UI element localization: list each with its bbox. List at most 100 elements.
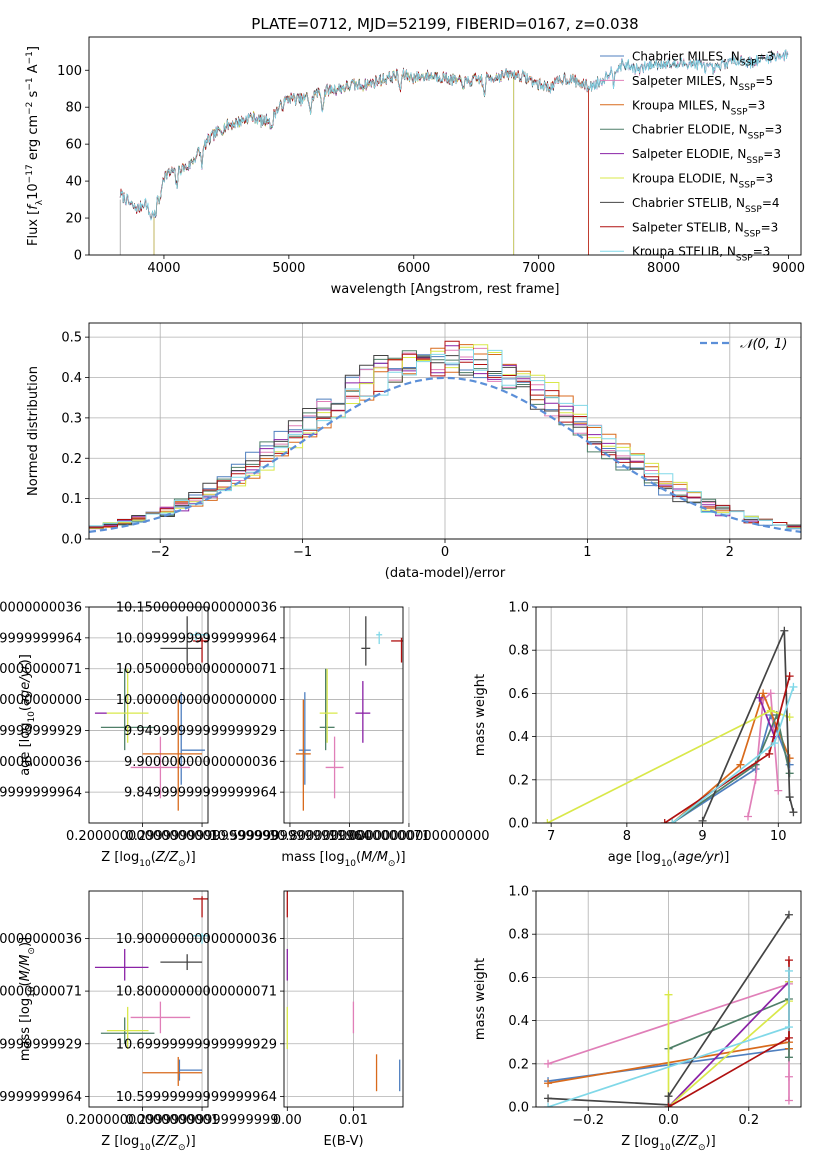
legend-label: Salpeter STELIB, NSSP=3	[632, 220, 778, 239]
y-tick-label: 0.0	[61, 533, 82, 548]
weight-marker	[780, 626, 789, 635]
legend-label: 𝒩(0, 1)	[740, 337, 787, 352]
y-tick-label: 0.4	[508, 730, 529, 745]
weight-marker	[664, 1092, 673, 1101]
legend-label-part: =3	[761, 220, 779, 234]
y-axis-label-part: (	[18, 706, 33, 711]
y-tick-label: 10.05000000000000071	[0, 662, 82, 677]
y-tick-label: 9.90000000000000036	[124, 755, 277, 770]
panel-ebv-mass: 0.00 0.01 10.59999999999999964 10.699999999…	[116, 890, 404, 1149]
x-tick-label: 8000	[647, 261, 680, 276]
y-axis-label-part: −1	[25, 51, 35, 64]
y-axis-label-part: f	[26, 203, 41, 210]
y-tick-label: 0.8	[508, 928, 529, 943]
y-axis-label-part: log	[18, 723, 33, 743]
weight-marker	[751, 775, 760, 784]
legend-label-part: SSP	[739, 181, 756, 191]
y-tick-label: 10.09999999999999964	[0, 631, 82, 646]
weight-marker	[755, 693, 764, 702]
errorbar-point	[142, 1056, 203, 1086]
legend-label-part: SSP	[736, 254, 753, 264]
x-axis-label: Z [log10(Z/Z⊙)]	[621, 1134, 715, 1153]
legend-label-part: Salpeter ELODIE, N	[632, 147, 746, 161]
plot-area	[89, 340, 801, 533]
y-axis-label-part: age [	[18, 742, 33, 775]
weight-marker	[664, 990, 673, 999]
x-tick-label: 2	[726, 545, 734, 560]
x-axis-label-part: (	[672, 850, 677, 865]
plot-area	[94, 896, 208, 1086]
weight-marker	[785, 793, 794, 802]
axes-frame	[88, 606, 209, 824]
weight-marker	[698, 816, 707, 823]
axes-frame	[88, 322, 802, 540]
y-axis-label-part: erg cm	[26, 115, 41, 164]
legend-label-part: SSP	[744, 229, 761, 239]
legend-entry: Kroupa MILES, NSSP=3	[600, 98, 765, 117]
y-tick-label: 10.00000000000000000	[116, 693, 277, 708]
x-axis-label-part: (	[671, 1134, 676, 1149]
legend-label-part: Chabrier MILES, N	[632, 50, 740, 64]
x-axis-label: Z [log10(Z/Z⊙)]	[101, 850, 195, 869]
x-tick-label: 10	[770, 829, 787, 844]
y-axis-label: mass [log10(M/M⊙)]	[18, 937, 37, 1061]
y-tick-label: 0.8	[508, 644, 529, 659]
x-tick-label: 4000	[147, 261, 180, 276]
weight-line	[547, 914, 790, 1106]
y-axis-label-part: mass weight	[473, 958, 488, 1040]
weight-marker	[765, 749, 774, 758]
legend-label-part: Salpeter STELIB, N	[632, 220, 744, 234]
errorbar-point	[106, 1006, 149, 1050]
y-tick-label: 10.69999999999999929	[0, 1037, 82, 1052]
y-tick-label: 80	[65, 101, 82, 116]
x-axis-label-part: (	[151, 850, 156, 865]
x-tick-label: 0	[441, 545, 449, 560]
x-tick-label: 0.29999999999999999	[126, 829, 279, 844]
weight-line	[667, 981, 790, 1107]
weight-marker	[785, 672, 794, 681]
legend-entry: Chabrier STELIB, NSSP=4	[600, 196, 780, 215]
weight-marker	[784, 1023, 793, 1032]
legend-label-part: Kroupa STELIB, N	[632, 245, 736, 259]
y-tick-label: 9.94999999999999929	[0, 724, 82, 739]
y-tick-label: 10.90000000000000036	[0, 932, 82, 947]
y-tick-label: 0.6	[508, 971, 529, 986]
x-axis-label-part: 10	[139, 859, 151, 869]
weight-marker	[766, 706, 775, 715]
y-axis-label-part: ]	[26, 46, 41, 51]
spectrum-line	[153, 69, 589, 255]
legend-label-part: Salpeter MILES, N	[632, 74, 739, 88]
y-tick-label: 0.1	[61, 492, 82, 507]
panel-mass-age: 10.5999999999999996410.80000000000000071…	[116, 601, 490, 870]
legend-label-part: Chabrier STELIB, N	[632, 196, 745, 210]
legend-label: Kroupa STELIB, NSSP=3	[632, 245, 770, 264]
y-tick-label: 0.0	[508, 1101, 529, 1116]
legend-label: Chabrier MILES, NSSP=3	[632, 50, 774, 69]
weight-marker	[544, 1079, 553, 1088]
errorbar-point	[130, 1001, 191, 1034]
weight-marker	[766, 689, 775, 698]
errorbar-point	[160, 954, 203, 971]
x-axis-label-part: 10	[659, 1143, 671, 1153]
y-axis-label-part: M/M	[18, 955, 33, 982]
x-axis-label-part: wavelength [Angstrom, rest frame]	[331, 282, 560, 297]
y-axis-label-part: 10	[27, 986, 37, 998]
x-tick-label: 9	[698, 829, 706, 844]
errorbar-point	[193, 933, 208, 944]
x-axis-label-part: ⊙	[178, 1143, 186, 1153]
legend-entry: Kroupa ELODIE, NSSP=3	[600, 172, 773, 191]
spectrum-line	[119, 49, 789, 221]
y-tick-label: 10.15000000000000036	[116, 601, 277, 616]
x-axis-label: age [log10(age/yr)]	[608, 850, 730, 869]
errorbar-point	[130, 736, 191, 799]
plot-area	[543, 626, 798, 823]
legend-label-part: SSP	[745, 205, 762, 215]
errorbar-point	[391, 637, 403, 663]
y-axis-label-part: −1	[25, 77, 35, 90]
y-axis-label-part: 10	[27, 711, 37, 723]
x-axis-label-part: )]	[186, 850, 196, 865]
errorbar-point	[361, 616, 371, 666]
spectrum-line	[153, 68, 515, 255]
